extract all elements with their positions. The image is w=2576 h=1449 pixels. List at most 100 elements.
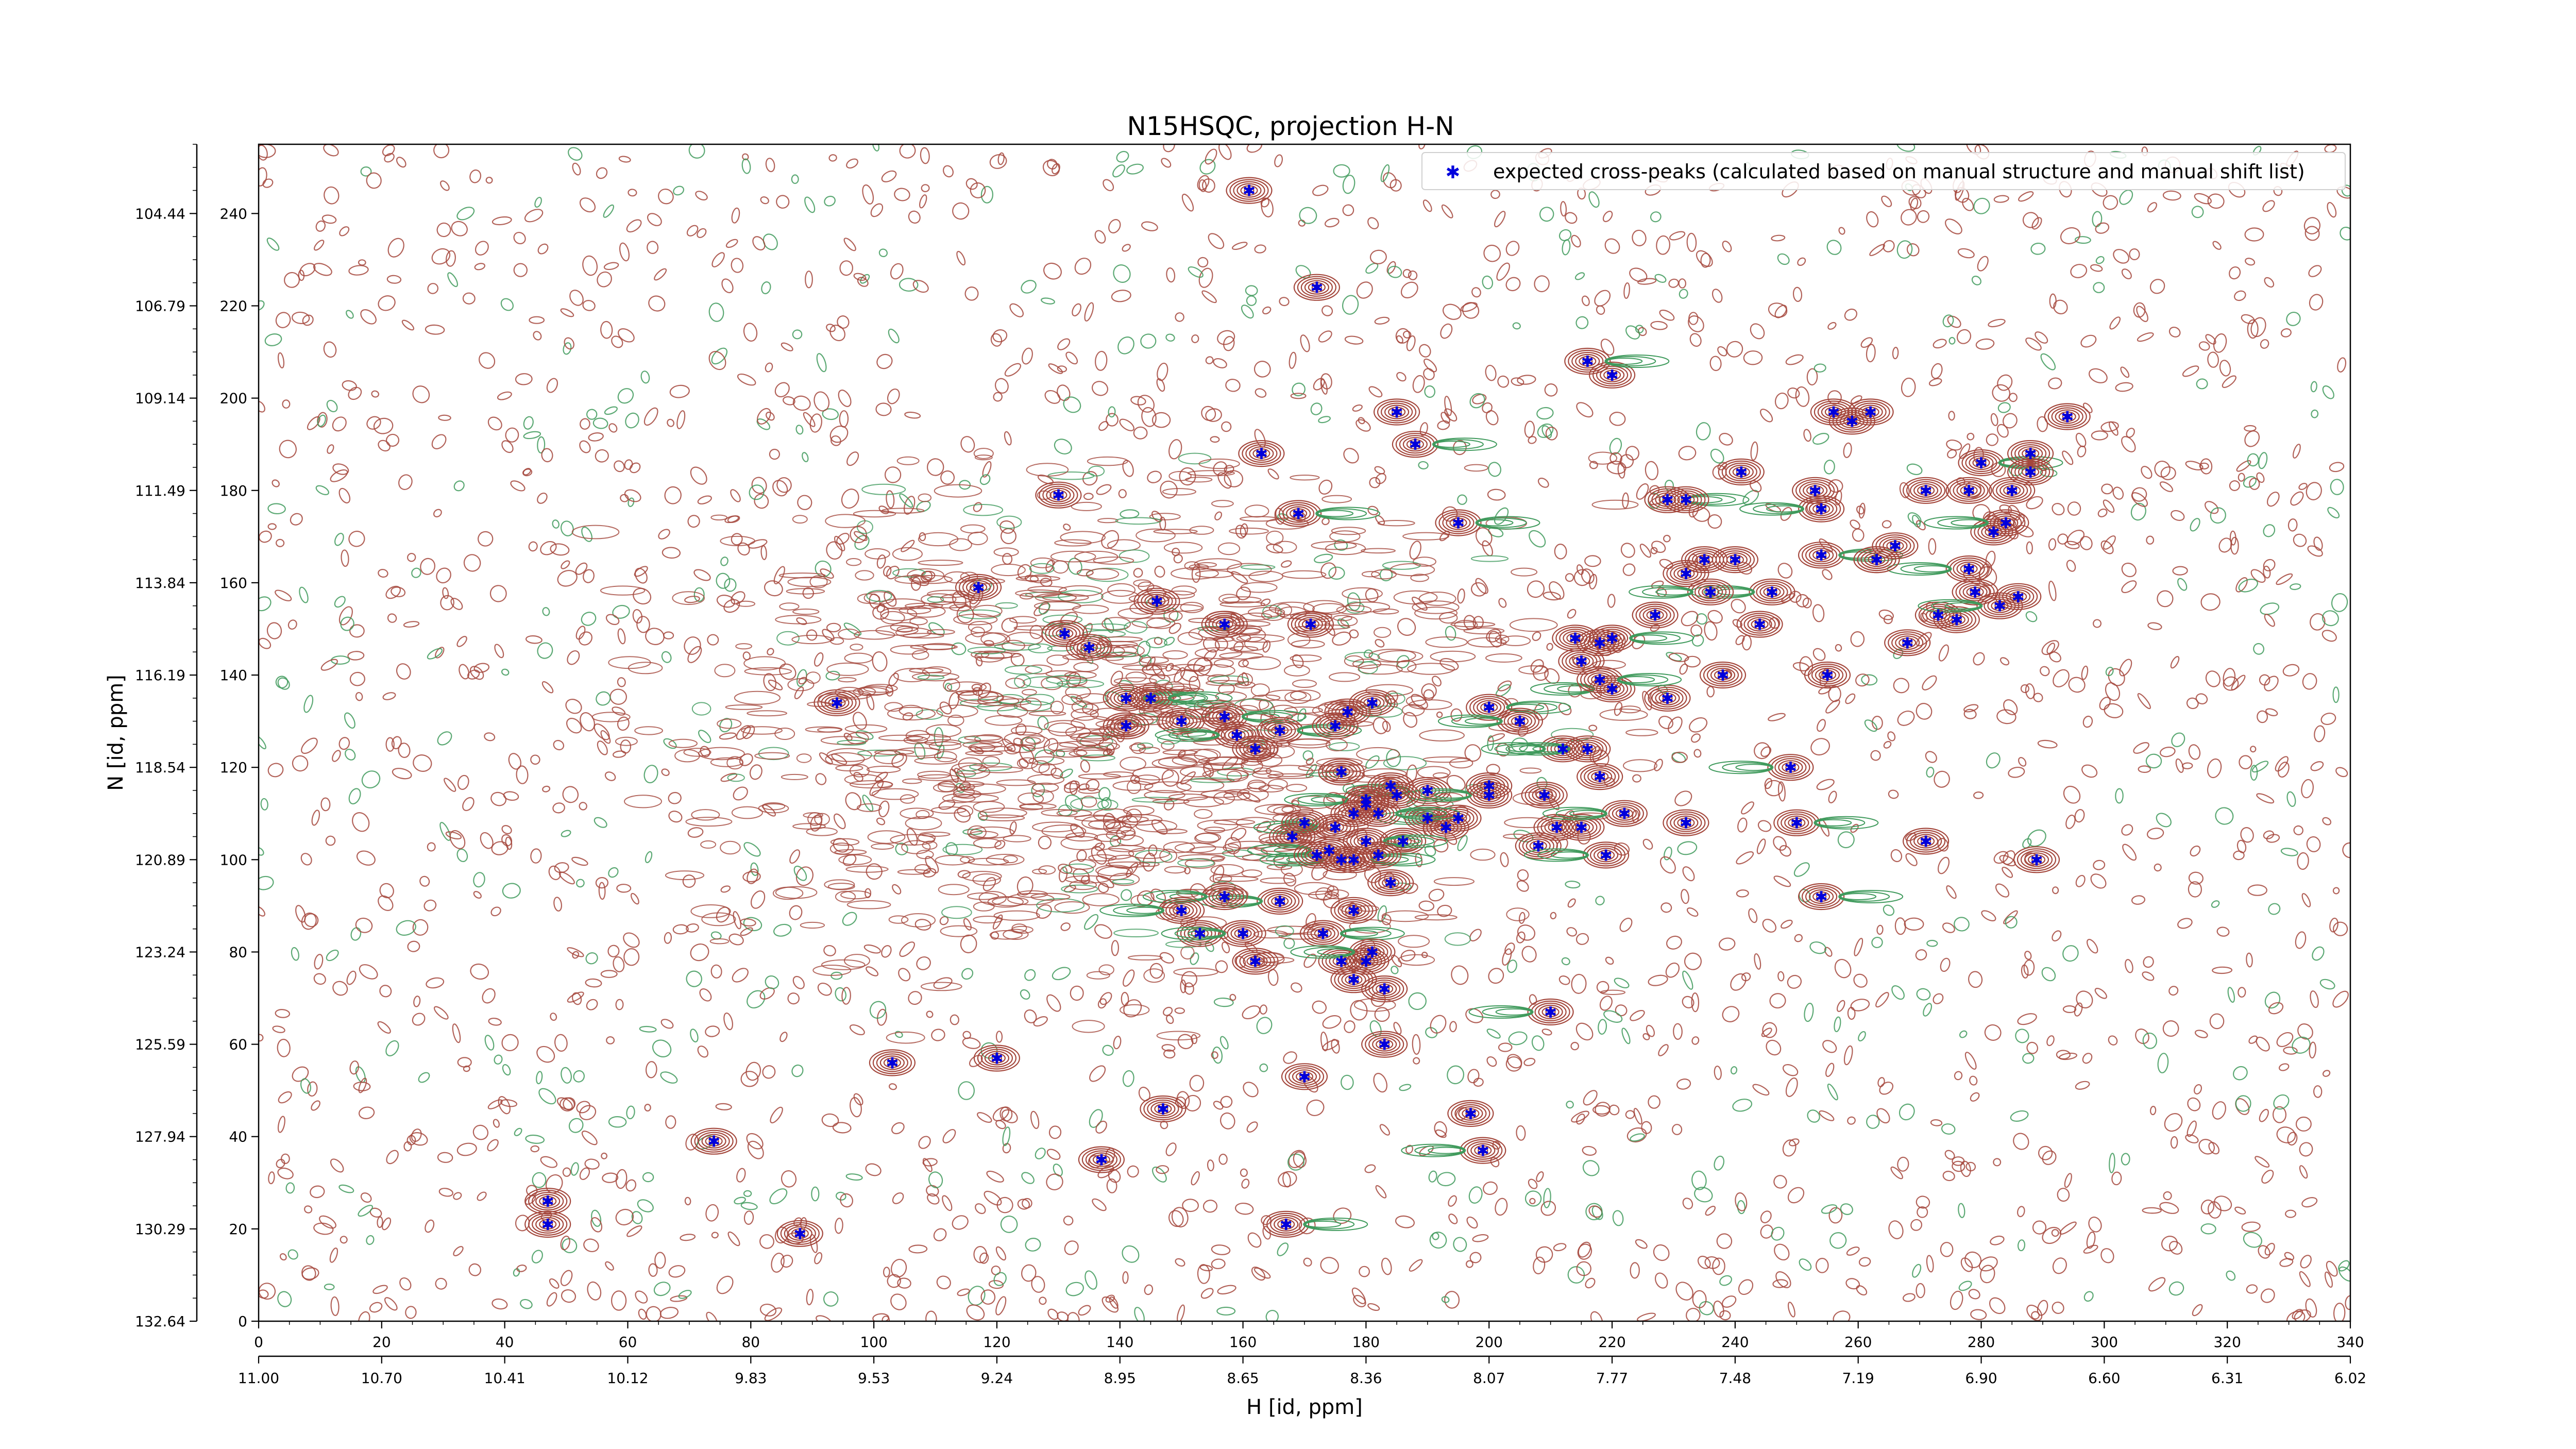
noise-contour [403, 621, 420, 628]
noise-contour [2129, 248, 2140, 260]
noise-contour [1716, 1233, 1733, 1249]
envelope-contour [761, 802, 786, 811]
noise-contour [1881, 195, 1892, 207]
noise-contour [1177, 1034, 1194, 1050]
envelope-contour [1028, 756, 1065, 766]
envelope-contour [1032, 789, 1054, 803]
noise-contour [2208, 1141, 2219, 1155]
noise-contour [678, 1290, 692, 1299]
noise-contour [1760, 1210, 1772, 1223]
envelope-contour [1045, 670, 1076, 678]
noise-contour [1648, 1095, 1660, 1109]
noise-contour [751, 477, 767, 494]
noise-contour [1838, 227, 1845, 235]
x-tick-label: 20 [372, 1334, 391, 1351]
noise-contour [1332, 631, 1351, 646]
noise-contour [513, 263, 528, 277]
noise-contour [1730, 973, 1747, 991]
peak-contour-stack [1103, 712, 1149, 739]
noise-contour [979, 474, 991, 485]
noise-contour [612, 604, 630, 619]
noise-contour [1588, 724, 1598, 732]
noise-contour [567, 947, 584, 957]
noise-contour [560, 308, 574, 317]
noise-contour [1453, 1237, 1467, 1252]
noise-contour [1735, 1192, 1748, 1211]
envelope-contour [995, 602, 1018, 609]
envelope-contour [1250, 683, 1270, 697]
noise-contour [1993, 1158, 2002, 1167]
noise-contour [538, 1088, 556, 1105]
envelope-contour [965, 750, 1003, 756]
noise-contour [1290, 393, 1307, 399]
noise-contour [979, 1252, 989, 1264]
envelope-contour [1321, 495, 1352, 503]
noise-contour [1636, 483, 1649, 500]
noise-contour [403, 1141, 412, 1152]
noise-contour [1495, 1198, 1508, 1216]
noise-contour [2324, 1271, 2333, 1288]
noise-contour [2171, 510, 2185, 521]
noise-contour [1630, 1133, 1645, 1142]
noise-contour [888, 1083, 897, 1090]
noise-contour [1001, 528, 1016, 545]
noise-contour [1497, 375, 1510, 388]
noise-contour [635, 1290, 648, 1304]
noise-contour [562, 786, 579, 803]
envelope-contour [959, 699, 1003, 707]
peak-marker: ✱ [1606, 681, 1619, 699]
noise-contour [2286, 791, 2296, 807]
noise-contour [2234, 290, 2246, 301]
noise-contour [645, 851, 653, 864]
noise-contour [1571, 973, 1587, 994]
noise-contour [1173, 554, 1183, 564]
noise-contour [1091, 846, 1107, 865]
noise-contour [472, 1124, 489, 1140]
noise-contour [843, 622, 862, 636]
noise-contour [1101, 530, 1120, 549]
envelope-contour [1065, 685, 1091, 699]
noise-contour [2326, 1260, 2338, 1277]
envelope-contour [863, 684, 898, 693]
envelope-contour [1125, 671, 1147, 683]
envelope-contour [974, 650, 1005, 663]
noise-contour [1906, 463, 1923, 476]
noise-contour [332, 981, 348, 996]
noise-contour [1905, 853, 1918, 866]
noise-contour [1245, 285, 1258, 296]
peak-marker: ✱ [1439, 819, 1452, 837]
noise-contour [344, 712, 355, 729]
noise-contour [2015, 1029, 2029, 1043]
noise-contour [1575, 316, 1589, 329]
noise-contour [435, 647, 445, 659]
noise-contour [1536, 407, 1554, 420]
noise-contour [2008, 504, 2021, 521]
noise-contour [769, 1188, 788, 1205]
noise-contour [1722, 1006, 1740, 1022]
noise-contour [2026, 541, 2033, 554]
noise-contour [1205, 148, 1217, 165]
envelope-contour [1028, 711, 1066, 717]
noise-contour [715, 1103, 732, 1110]
noise-contour [609, 688, 627, 705]
noise-contour [1198, 179, 1207, 192]
noise-contour [1595, 1102, 1611, 1117]
noise-contour [1855, 673, 1870, 687]
noise-contour [2087, 939, 2098, 954]
noise-contour [474, 263, 486, 271]
envelope-contour [1030, 892, 1071, 901]
noise-contour [2170, 656, 2180, 669]
noise-contour [600, 970, 618, 978]
envelope-contour [1219, 601, 1266, 608]
noise-contour [1351, 1287, 1366, 1304]
noise-contour [1189, 1074, 1205, 1092]
noise-contour [604, 771, 616, 781]
envelope-contour [1264, 744, 1295, 759]
noise-contour [1395, 1215, 1415, 1228]
peak-contour-stack [1374, 398, 1420, 426]
noise-contour [2301, 893, 2311, 907]
noise-contour [1217, 472, 1232, 489]
noise-contour [2207, 193, 2225, 209]
noise-contour [469, 666, 484, 680]
